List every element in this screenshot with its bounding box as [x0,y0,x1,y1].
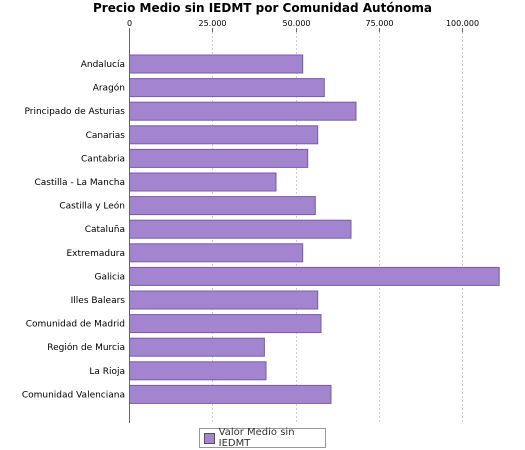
category-label: Región de Murcia [47,342,125,353]
category-label: Aragón [93,83,125,94]
category-label: Extremadura [67,249,126,259]
bar [129,196,316,216]
bar [129,384,332,404]
category-label: La Rioja [89,367,125,377]
chart-title: Precio Medio sin IEDMT por Comunidad Aut… [93,1,432,15]
grid-lines [212,32,463,423]
bars [129,54,500,404]
bar [129,337,265,357]
category-label: Castilla y León [59,201,125,212]
bar [129,266,500,286]
legend-swatch [204,432,215,444]
bar [129,172,277,192]
category-label: Cataluña [85,225,125,235]
category-label: Cantabria [81,154,125,164]
bar [129,290,319,310]
bar [129,314,322,334]
category-labels: Andalucía Aragón Principado de Asturias Can… [22,60,125,400]
category-label: Principado de Asturias [24,107,125,117]
category-label: Illes Balears [71,296,126,306]
category-label: Castilla - La Mancha [34,178,125,188]
bar [129,219,352,239]
bar [129,101,357,121]
x-axis-ticks: 0 25.000 50.000 75.000 100.000 [127,19,479,32]
bar [129,148,309,168]
category-label: Canarias [86,131,126,141]
bar [129,78,325,98]
bar [129,54,304,74]
bar [129,243,304,263]
category-label: Comunidad de Madrid [26,320,125,330]
x-tick-label: 75.000 [366,19,394,28]
x-tick-label: 50.000 [283,19,311,28]
x-tick-label: 100.000 [446,19,479,28]
bar [129,361,267,381]
legend: Valor Medio sin IEDMT [199,427,326,449]
x-tick-label: 25.000 [199,19,227,28]
category-label: Andalucía [81,60,125,70]
category-label: Galicia [95,272,125,282]
category-label: Comunidad Valenciana [22,390,125,400]
legend-label: Valor Medio sin IEDMT [218,427,295,449]
bar [129,125,319,145]
x-tick-label: 0 [127,19,132,28]
